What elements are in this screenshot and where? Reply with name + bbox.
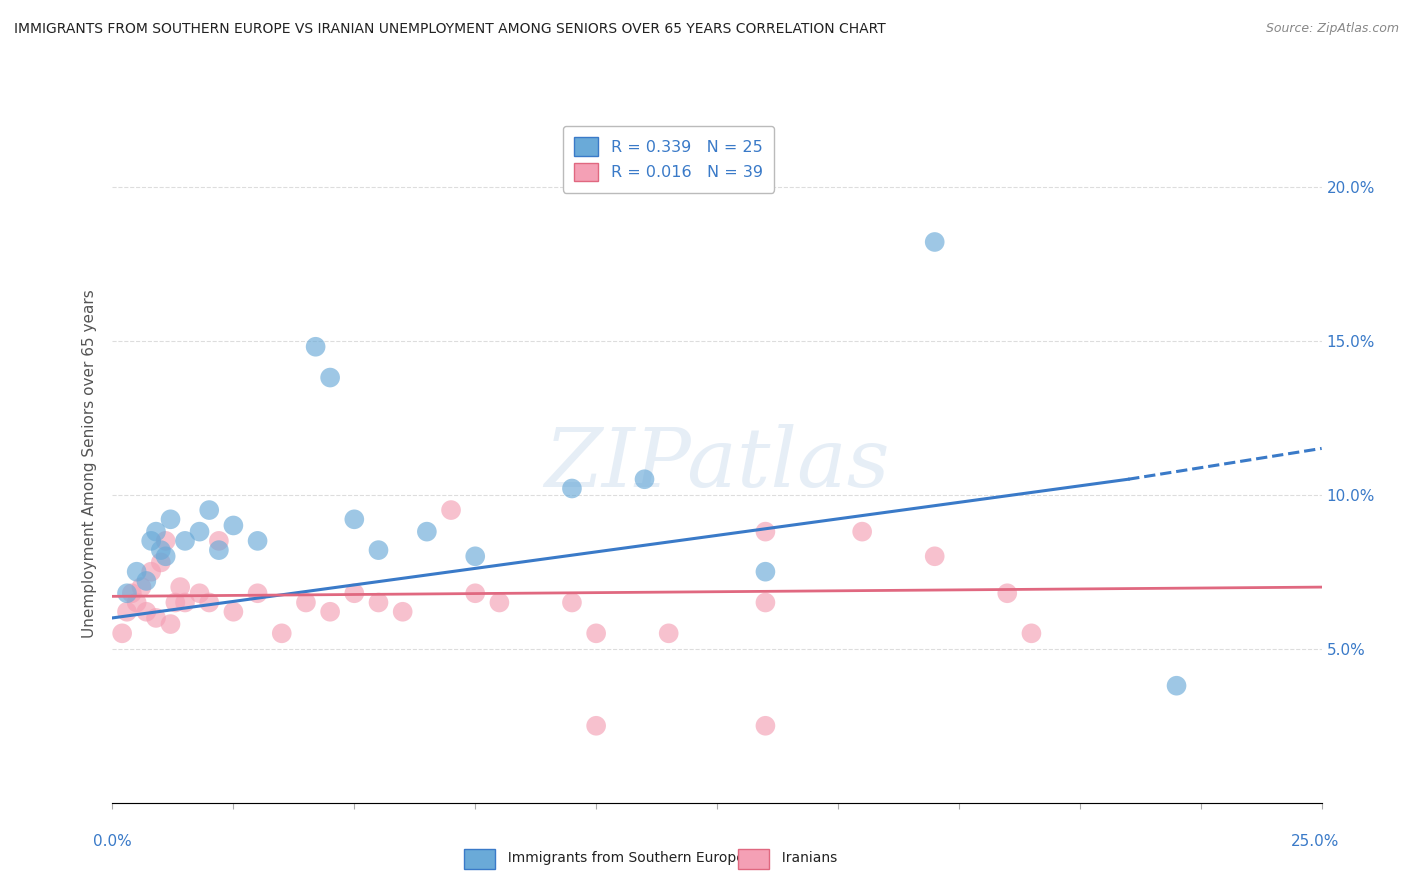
Point — [155, 533, 177, 548]
Point — [121, 586, 143, 600]
Point — [416, 524, 439, 539]
Point — [754, 524, 776, 539]
Point — [367, 595, 389, 609]
Point — [125, 565, 148, 579]
Point — [304, 340, 326, 354]
Text: IMMIGRANTS FROM SOUTHERN EUROPE VS IRANIAN UNEMPLOYMENT AMONG SENIORS OVER 65 YE: IMMIGRANTS FROM SOUTHERN EUROPE VS IRANI… — [14, 22, 886, 37]
Point — [222, 605, 245, 619]
Point — [115, 605, 138, 619]
Point — [135, 605, 157, 619]
Point — [995, 586, 1018, 600]
Point — [141, 565, 163, 579]
Point — [145, 611, 167, 625]
Point — [145, 524, 167, 539]
Point — [585, 626, 607, 640]
Point — [115, 586, 138, 600]
Point — [1021, 626, 1043, 640]
Point — [165, 595, 187, 609]
Point — [270, 626, 292, 640]
Point — [222, 518, 245, 533]
Point — [754, 565, 776, 579]
Point — [319, 605, 342, 619]
Text: 25.0%: 25.0% — [1291, 834, 1339, 849]
Point — [851, 524, 873, 539]
Point — [367, 543, 389, 558]
Point — [343, 512, 366, 526]
Point — [924, 235, 946, 249]
Point — [561, 482, 583, 496]
Point — [633, 472, 655, 486]
Point — [208, 543, 231, 558]
Point — [111, 626, 134, 640]
Point — [131, 580, 153, 594]
Point — [198, 503, 221, 517]
Legend: R = 0.339   N = 25, R = 0.016   N = 39: R = 0.339 N = 25, R = 0.016 N = 39 — [564, 126, 775, 193]
Text: ZIPatlas: ZIPatlas — [544, 424, 890, 504]
Text: Immigrants from Southern Europe: Immigrants from Southern Europe — [499, 851, 745, 865]
Point — [488, 595, 510, 609]
Point — [208, 533, 231, 548]
Point — [159, 617, 181, 632]
Point — [924, 549, 946, 564]
Point — [198, 595, 221, 609]
Point — [295, 595, 318, 609]
Point — [169, 580, 191, 594]
Point — [754, 595, 776, 609]
Point — [585, 719, 607, 733]
Point — [246, 586, 269, 600]
Point — [174, 533, 197, 548]
Text: 0.0%: 0.0% — [93, 834, 132, 849]
Point — [149, 543, 172, 558]
Point — [125, 595, 148, 609]
Text: Source: ZipAtlas.com: Source: ZipAtlas.com — [1265, 22, 1399, 36]
Point — [343, 586, 366, 600]
Point — [658, 626, 681, 640]
Point — [155, 549, 177, 564]
Point — [174, 595, 197, 609]
Point — [464, 549, 486, 564]
Point — [149, 556, 172, 570]
Point — [561, 595, 583, 609]
Point — [135, 574, 157, 588]
Text: Iranians: Iranians — [773, 851, 838, 865]
Point — [246, 533, 269, 548]
Point — [391, 605, 413, 619]
Point — [159, 512, 181, 526]
Point — [464, 586, 486, 600]
Point — [188, 524, 211, 539]
Point — [319, 370, 342, 384]
Point — [754, 719, 776, 733]
Y-axis label: Unemployment Among Seniors over 65 years: Unemployment Among Seniors over 65 years — [82, 290, 97, 638]
Point — [440, 503, 463, 517]
Point — [141, 533, 163, 548]
Point — [1166, 679, 1188, 693]
Point — [188, 586, 211, 600]
